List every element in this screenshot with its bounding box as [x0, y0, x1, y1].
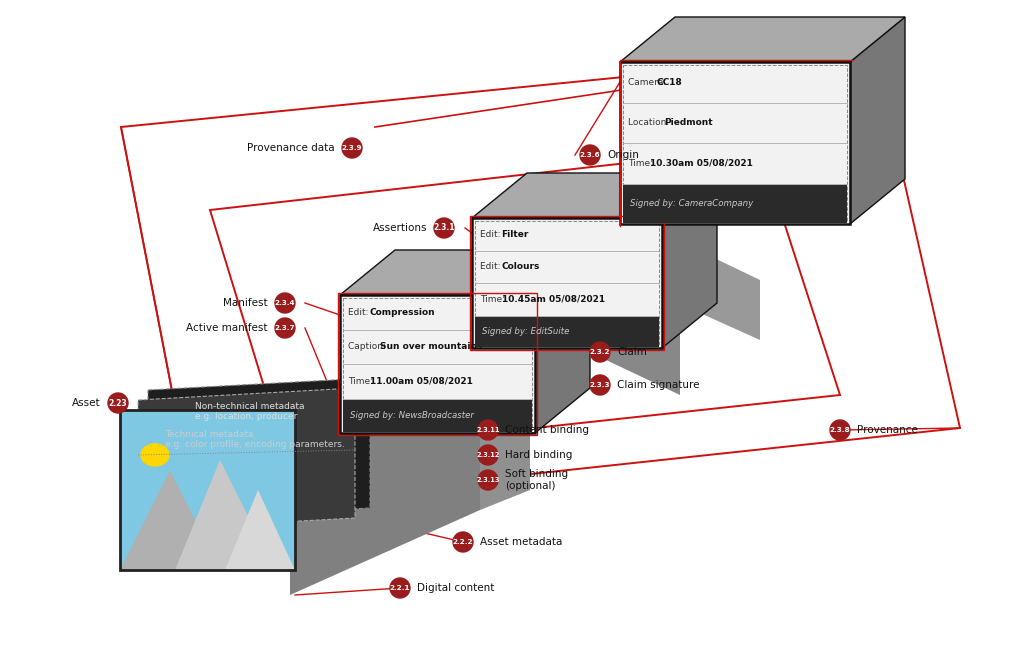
- Bar: [472, 218, 662, 348]
- Text: 2.3.2: 2.3.2: [590, 349, 610, 355]
- Bar: [343, 298, 532, 430]
- Bar: [623, 185, 847, 223]
- Polygon shape: [340, 250, 590, 295]
- Text: 2.3.9: 2.3.9: [342, 145, 362, 151]
- Circle shape: [108, 393, 128, 413]
- Text: 2.2.2: 2.2.2: [453, 539, 473, 545]
- Text: Manifest: Manifest: [223, 298, 268, 308]
- Text: Non-technical metadata
e.g. location, producer: Non-technical metadata e.g. location, pr…: [195, 402, 304, 421]
- Text: 2.3.11: 2.3.11: [476, 427, 500, 433]
- Circle shape: [275, 293, 295, 313]
- Circle shape: [590, 342, 610, 362]
- Text: Digital content: Digital content: [417, 583, 495, 593]
- Text: 11.00am 05/08/2021: 11.00am 05/08/2021: [370, 377, 472, 386]
- Text: Time:: Time:: [480, 295, 508, 304]
- Bar: [620, 62, 850, 224]
- Text: Edit:: Edit:: [348, 308, 372, 317]
- Bar: [340, 295, 535, 433]
- Polygon shape: [120, 470, 220, 570]
- Text: Hard binding: Hard binding: [505, 450, 572, 460]
- Bar: [338, 293, 537, 435]
- Text: Compression: Compression: [370, 308, 435, 317]
- Bar: [475, 317, 659, 347]
- Text: Time:: Time:: [628, 159, 656, 168]
- Polygon shape: [290, 340, 480, 595]
- Bar: [120, 410, 295, 570]
- Circle shape: [390, 578, 410, 598]
- Text: 2.3.4: 2.3.4: [274, 300, 295, 306]
- Polygon shape: [662, 173, 717, 348]
- Circle shape: [590, 375, 610, 395]
- Text: 2.2.1: 2.2.1: [390, 585, 411, 591]
- Circle shape: [478, 445, 498, 465]
- Circle shape: [830, 420, 850, 440]
- Text: Camera:: Camera:: [628, 78, 669, 87]
- Text: Claim signature: Claim signature: [617, 380, 699, 390]
- Text: Active manifest: Active manifest: [186, 323, 268, 333]
- Bar: [470, 216, 664, 350]
- Ellipse shape: [141, 444, 169, 466]
- Text: CC18: CC18: [656, 78, 683, 87]
- Text: Asset: Asset: [73, 398, 101, 408]
- Text: Assertions: Assertions: [373, 223, 427, 233]
- Circle shape: [275, 318, 295, 338]
- Text: 2.3.6: 2.3.6: [580, 152, 600, 158]
- Text: Asset metadata: Asset metadata: [480, 537, 562, 547]
- Text: Technical metadata
e.g. color profile, encoding parameters.: Technical metadata e.g. color profile, e…: [165, 430, 345, 449]
- Text: Signed by: NewsBroadcaster: Signed by: NewsBroadcaster: [350, 411, 474, 421]
- Text: Content binding: Content binding: [505, 425, 589, 435]
- Text: Signed by: EditSuite: Signed by: EditSuite: [482, 327, 569, 336]
- Text: Edit:: Edit:: [480, 230, 504, 239]
- Text: Signed by: CameraCompany: Signed by: CameraCompany: [630, 199, 754, 208]
- Circle shape: [478, 420, 498, 440]
- Polygon shape: [175, 460, 275, 570]
- Text: Origin: Origin: [607, 150, 639, 160]
- Polygon shape: [620, 17, 905, 62]
- Circle shape: [580, 145, 600, 165]
- Text: Provenance: Provenance: [857, 425, 918, 435]
- Text: Claim: Claim: [617, 347, 647, 357]
- Text: Caption:: Caption:: [348, 342, 389, 351]
- Circle shape: [342, 138, 362, 158]
- Text: 2.3.8: 2.3.8: [829, 427, 850, 433]
- Polygon shape: [472, 173, 717, 218]
- Polygon shape: [585, 232, 760, 340]
- Text: 2.3.1: 2.3.1: [433, 223, 455, 232]
- Polygon shape: [535, 250, 590, 433]
- Bar: [475, 221, 659, 345]
- Text: 2.3.3: 2.3.3: [590, 382, 610, 388]
- Bar: [623, 65, 847, 221]
- Text: Provenance data: Provenance data: [248, 143, 335, 153]
- Bar: [343, 400, 532, 432]
- Polygon shape: [480, 320, 530, 510]
- Text: Edit:: Edit:: [480, 263, 504, 271]
- Circle shape: [434, 218, 454, 238]
- Text: 10.45am 05/08/2021: 10.45am 05/08/2021: [502, 295, 605, 304]
- Text: Location:: Location:: [628, 118, 672, 127]
- Polygon shape: [138, 388, 355, 530]
- Polygon shape: [225, 490, 295, 570]
- Text: Soft binding
(optional): Soft binding (optional): [505, 470, 568, 491]
- Text: Colours: Colours: [502, 263, 540, 271]
- Circle shape: [453, 532, 473, 552]
- Polygon shape: [525, 282, 680, 395]
- Text: Filter: Filter: [502, 230, 529, 239]
- Text: 2.3.7: 2.3.7: [274, 325, 295, 331]
- Text: 2.3.13: 2.3.13: [476, 477, 500, 483]
- Polygon shape: [148, 378, 370, 520]
- Text: Time:: Time:: [348, 377, 376, 386]
- Text: 2.23: 2.23: [109, 398, 127, 407]
- Text: Piedmont: Piedmont: [664, 118, 713, 127]
- Text: 10.30am 05/08/2021: 10.30am 05/08/2021: [649, 159, 753, 168]
- Text: Sun over mountains: Sun over mountains: [380, 342, 482, 351]
- Bar: [120, 410, 295, 570]
- Polygon shape: [850, 17, 905, 224]
- Circle shape: [478, 470, 498, 490]
- Text: 2.3.12: 2.3.12: [476, 452, 500, 458]
